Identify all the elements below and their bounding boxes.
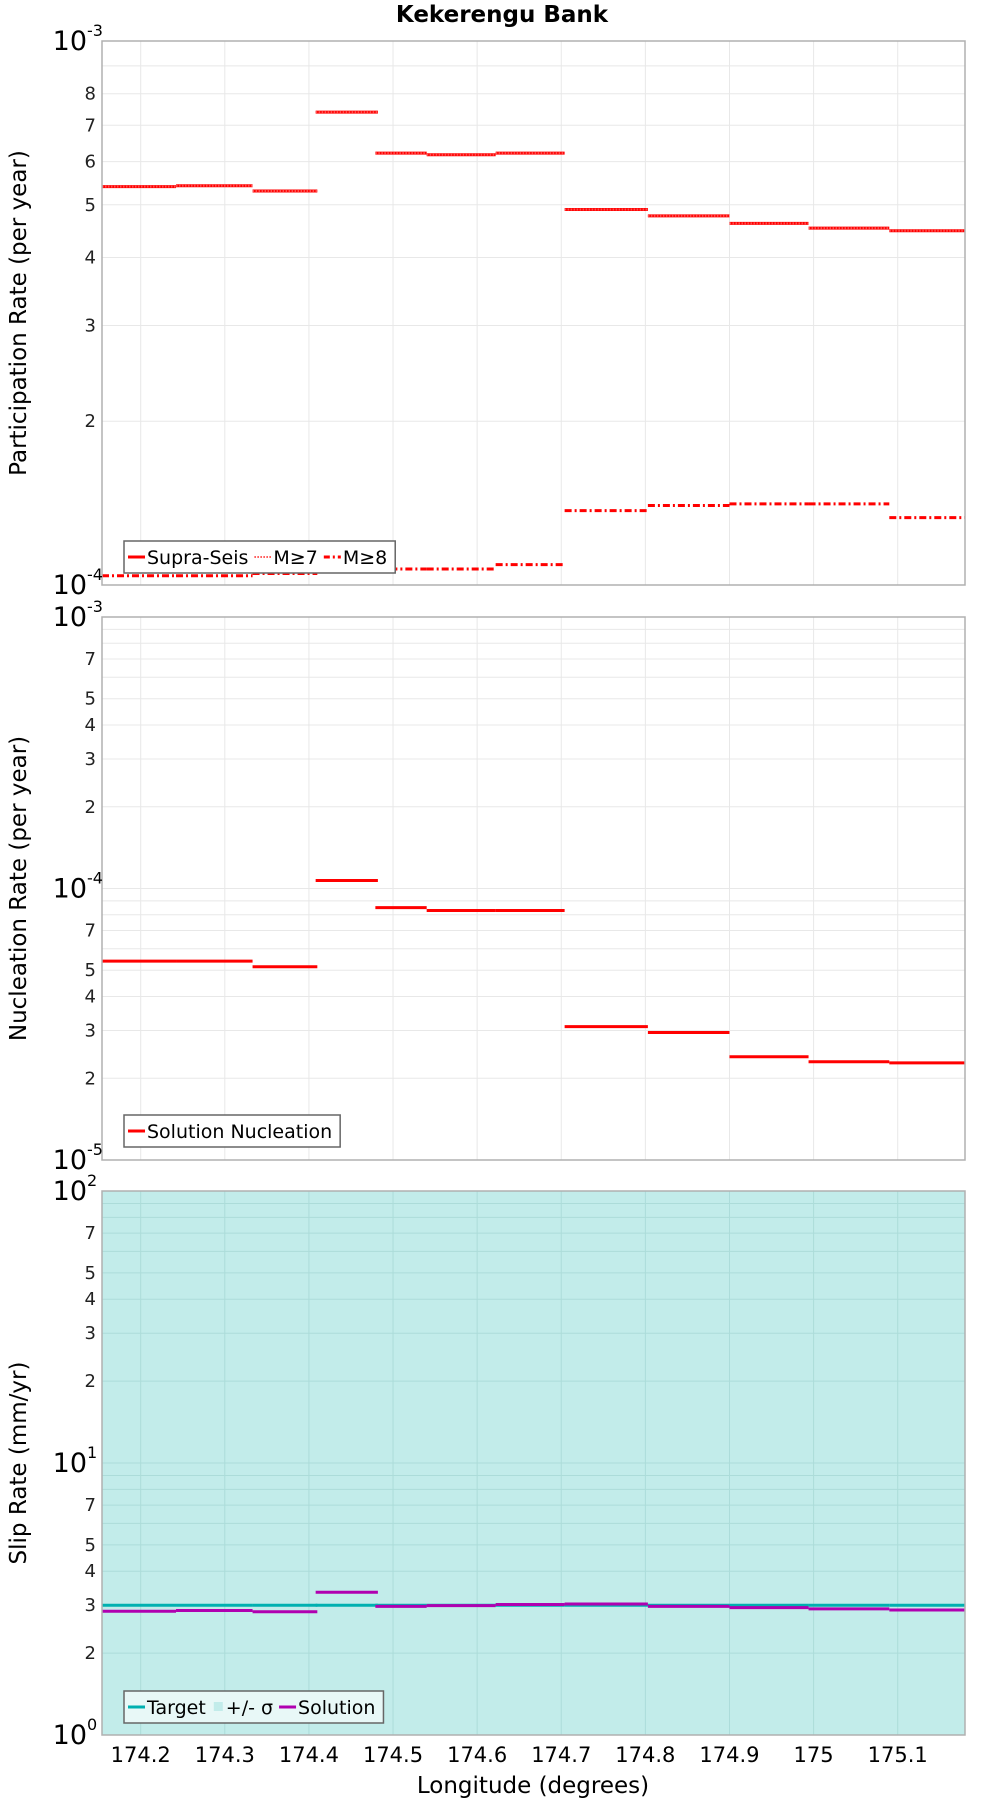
y-minor-tick-label: 7 — [85, 649, 96, 670]
legend-swatch-sigma — [213, 1702, 223, 1711]
y-minor-tick-label: 7 — [85, 921, 96, 942]
series-solution — [102, 1590, 965, 1614]
y-major-tick-label: 10 — [53, 874, 87, 905]
y-major-tick-label: 10 — [53, 1720, 87, 1751]
plot-frame — [101, 1190, 966, 1736]
y-minor-tick-label: 5 — [85, 1535, 96, 1556]
legend-box — [123, 1114, 341, 1148]
x-axis-label: Longitude (degrees) — [417, 1773, 649, 1799]
y-major-tick-label: 10 — [53, 1176, 87, 1207]
y-minor-tick-label: 4 — [85, 1561, 96, 1582]
chart-title: Kekerengu Bank — [396, 2, 609, 28]
y-minor-tick-label: 4 — [85, 987, 96, 1008]
x-axis-ticks: 174.2 174.3 174.4 174.5 174.6 174.7 174.8 174.9… — [111, 1743, 928, 1767]
y-minor-tick-label: 5 — [85, 195, 96, 216]
x-tick-label: 174.3 — [195, 1743, 255, 1767]
y-minor-tick-label: 2 — [85, 1371, 96, 1392]
legend: Target +/- σ Solution — [123, 1690, 385, 1724]
series-solution-nucleation — [102, 879, 965, 1065]
legend-label: Target — [146, 1697, 206, 1719]
legend-label: M≥7 — [273, 547, 317, 569]
plot-frame — [101, 40, 966, 586]
y-tick-exponent: -4 — [87, 869, 103, 888]
x-tick-label: 175.1 — [868, 1743, 928, 1767]
x-tick-label: 174.8 — [615, 1743, 675, 1767]
legend-box — [123, 1690, 385, 1724]
y-minor-tick-label: 7 — [85, 1495, 96, 1516]
x-tick-label: 174.2 — [111, 1743, 171, 1767]
series-m-7 — [102, 111, 965, 232]
x-tick-label: 174.5 — [363, 1743, 423, 1767]
y-minor-tick-label: 8 — [85, 84, 96, 105]
plot-frame — [101, 616, 966, 1161]
y-minor-tick-label: 3 — [85, 1020, 96, 1041]
y-axis-label: Participation Rate (per year) — [6, 150, 32, 476]
y-minor-tick-label: 6 — [85, 152, 96, 173]
y-tick-exponent: -3 — [87, 21, 103, 40]
y-tick-exponent: 2 — [87, 1171, 97, 1190]
y-minor-tick-label: 2 — [85, 1643, 96, 1664]
x-tick-label: 174.7 — [531, 1743, 591, 1767]
y-minor-tick-label: 3 — [85, 749, 96, 770]
y-tick-exponent: -4 — [87, 565, 103, 584]
y-tick-exponent: -3 — [87, 597, 103, 616]
y-minor-tick-label: 3 — [85, 315, 96, 336]
legend: Supra-Seis M≥7 M≥8 — [123, 540, 396, 574]
legend-label: Solution — [298, 1697, 375, 1719]
y-minor-tick-label: 2 — [85, 411, 96, 432]
y-major-tick-label: 10 — [53, 1145, 87, 1176]
y-minor-tick-label: 5 — [85, 960, 96, 981]
y-minor-tick-label: 7 — [85, 115, 96, 136]
y-axis-label: Slip Rate (mm/yr) — [6, 1362, 32, 1565]
legend-label: Solution Nucleation — [147, 1121, 332, 1143]
legend: Solution Nucleation — [123, 1114, 341, 1148]
y-major-tick-label: 10 — [53, 1448, 87, 1479]
x-tick-label: 174.6 — [447, 1743, 507, 1767]
y-minor-tick-label: 5 — [85, 1263, 96, 1284]
legend-label: +/- σ — [226, 1697, 273, 1719]
y-minor-tick-label: 7 — [85, 1223, 96, 1244]
y-major-tick-label: 10 — [53, 26, 87, 57]
y-minor-tick-label: 4 — [85, 1289, 96, 1310]
x-tick-label: 174.4 — [279, 1743, 339, 1767]
x-tick-label: 175 — [794, 1743, 834, 1767]
y-minor-tick-label: 3 — [85, 1595, 96, 1616]
y-tick-exponent: -5 — [87, 1140, 103, 1159]
y-minor-tick-label: 5 — [85, 689, 96, 710]
legend-label: M≥8 — [343, 547, 387, 569]
x-tick-label: 174.9 — [699, 1743, 759, 1767]
y-minor-tick-label: 4 — [85, 247, 96, 268]
legend-box — [123, 540, 396, 574]
plot-area — [102, 41, 965, 585]
y-minor-tick-label: 2 — [85, 797, 96, 818]
y-axis-label: Nucleation Rate (per year) — [6, 736, 32, 1041]
legend-label: Supra-Seis — [147, 547, 248, 569]
y-minor-tick-label: 2 — [85, 1068, 96, 1089]
y-tick-exponent: 1 — [87, 1443, 97, 1462]
y-major-tick-label: 10 — [53, 570, 87, 601]
y-major-tick-label: 10 — [53, 602, 87, 633]
y-minor-tick-label: 3 — [85, 1323, 96, 1344]
y-tick-exponent: 0 — [87, 1715, 97, 1734]
y-minor-tick-label: 4 — [85, 715, 96, 736]
